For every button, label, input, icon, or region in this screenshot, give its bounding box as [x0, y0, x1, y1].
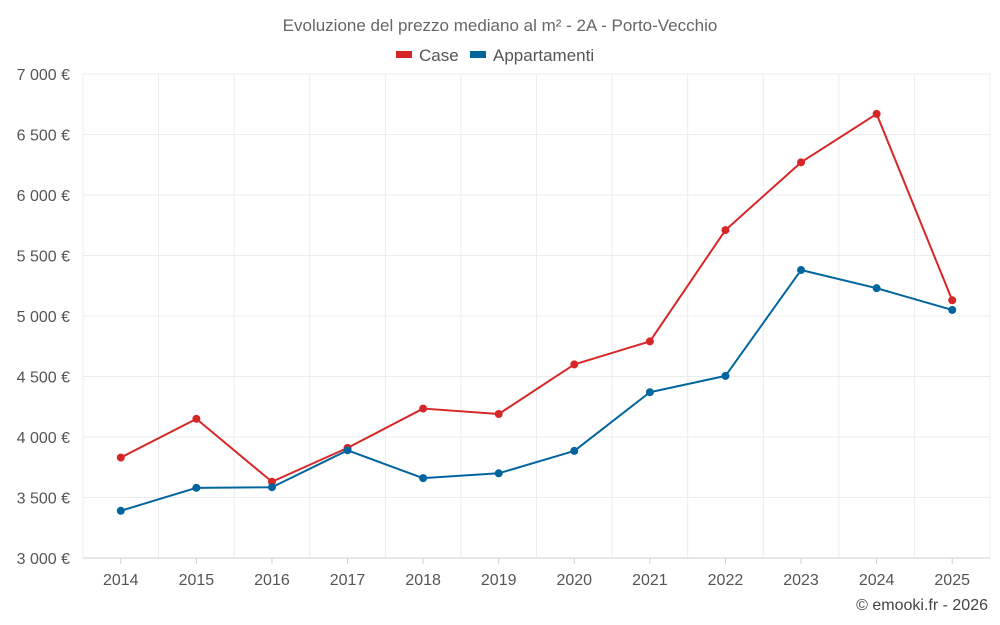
data-point-case	[192, 414, 201, 423]
data-point-appartamenti	[494, 469, 503, 478]
data-point-case	[570, 360, 579, 369]
data-point-appartamenti	[343, 446, 352, 455]
data-point-case	[494, 410, 503, 419]
x-tick-label: 2024	[859, 572, 895, 589]
legend-swatch-appartamenti	[470, 51, 486, 58]
x-tick-label: 2014	[103, 572, 139, 589]
data-point-case	[116, 453, 125, 462]
y-tick-label: 6 500 €	[17, 128, 70, 145]
data-point-appartamenti	[645, 388, 654, 397]
y-tick-label: 3 000 €	[17, 551, 70, 568]
x-tick-label: 2015	[179, 572, 215, 589]
x-tick-label: 2025	[934, 572, 970, 589]
legend: Case Appartamenti	[396, 46, 594, 65]
data-point-appartamenti	[872, 284, 881, 293]
x-axis: 2014 2015 2016 2017 2018 2019 2020 2021 2022 2023…	[83, 557, 990, 589]
legend-label-appartamenti: Appartamenti	[493, 46, 594, 65]
data-point-case	[797, 158, 806, 167]
series-appartamenti	[116, 266, 957, 515]
y-axis: 3 000 € 3 500 € 4 000 € 4 500 € 5 000 € 5 500…	[17, 67, 70, 568]
x-tick-label: 2018	[405, 572, 441, 589]
y-tick-label: 6 000 €	[17, 188, 70, 205]
data-point-case	[872, 109, 881, 118]
series-case	[116, 109, 957, 486]
data-point-case	[948, 296, 957, 305]
y-tick-label: 4 000 €	[17, 430, 70, 447]
data-point-appartamenti	[192, 483, 201, 492]
y-tick-label: 5 500 €	[17, 249, 70, 266]
legend-swatch-case	[396, 51, 412, 58]
series-line-case	[120, 112, 954, 483]
data-point-appartamenti	[116, 506, 125, 515]
chart-title: Evoluzione del prezzo mediano al m² - 2A…	[283, 16, 718, 35]
data-point-appartamenti	[570, 446, 579, 455]
data-point-case	[721, 226, 730, 235]
data-point-appartamenti	[797, 266, 806, 275]
data-point-appartamenti	[948, 305, 957, 314]
y-tick-label: 3 500 €	[17, 491, 70, 508]
x-tick-label: 2017	[330, 572, 366, 589]
data-point-case	[419, 404, 428, 413]
data-point-appartamenti	[721, 371, 730, 380]
series-line-appartamenti	[120, 269, 953, 512]
y-tick-label: 7 000 €	[17, 67, 70, 84]
x-tick-label: 2022	[708, 572, 744, 589]
x-tick-label: 2016	[254, 572, 290, 589]
data-point-appartamenti	[267, 483, 276, 492]
legend-label-case: Case	[419, 46, 459, 65]
x-tick-label: 2020	[556, 572, 592, 589]
series-group	[116, 109, 957, 515]
grid	[82, 73, 991, 558]
data-point-case	[645, 337, 654, 346]
y-tick-label: 5 000 €	[17, 309, 70, 326]
x-tick-label: 2019	[481, 572, 517, 589]
x-tick-label: 2021	[632, 572, 668, 589]
credit-text: © emooki.fr - 2026	[856, 597, 988, 614]
data-point-appartamenti	[419, 474, 428, 483]
y-tick-label: 4 500 €	[17, 370, 70, 387]
x-tick-label: 2023	[783, 572, 819, 589]
